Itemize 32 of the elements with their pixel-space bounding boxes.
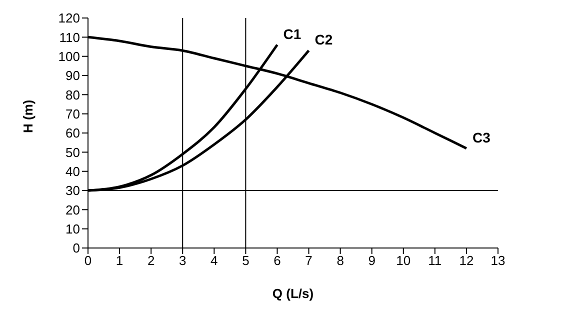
- y-tick-label: 90: [66, 68, 80, 84]
- y-tick-label: 120: [58, 10, 80, 26]
- y-tick-label: 110: [59, 30, 80, 45]
- x-tick-label: 11: [428, 253, 442, 268]
- x-tick-label: 0: [84, 253, 92, 268]
- y-axis-title: H (m): [20, 100, 36, 133]
- x-tick-label: 3: [179, 253, 186, 268]
- x-tick-label: 6: [274, 253, 281, 268]
- y-tick-label: 20: [66, 202, 80, 218]
- x-tick-label: 5: [242, 253, 250, 268]
- x-tick-label: 1: [116, 253, 124, 268]
- x-tick-label: 10: [396, 253, 411, 268]
- x-tick-label: 7: [305, 253, 312, 268]
- x-axis-title: Q (L/s): [272, 286, 314, 301]
- y-tick-label: 80: [66, 87, 80, 102]
- series-label: C2: [314, 32, 333, 48]
- y-tick-label: 50: [66, 144, 80, 160]
- x-tick-label: 4: [210, 253, 218, 268]
- x-tick-label: 9: [368, 253, 376, 268]
- y-tick-label: 40: [66, 164, 80, 179]
- series-label: C3: [472, 129, 491, 146]
- y-tick-label: 30: [66, 183, 80, 198]
- x-tick-label: 2: [147, 253, 155, 268]
- x-tick-label: 12: [459, 253, 474, 268]
- x-tick-label: 8: [336, 253, 344, 268]
- x-tick-label: 13: [490, 253, 506, 268]
- series-label: C1: [283, 26, 302, 42]
- y-tick-label: 10: [66, 221, 80, 236]
- y-tick-label: 60: [66, 126, 80, 141]
- y-tick-label: 70: [66, 106, 80, 122]
- y-tick-label: 100: [58, 48, 80, 64]
- y-tick-label: 0: [72, 240, 80, 256]
